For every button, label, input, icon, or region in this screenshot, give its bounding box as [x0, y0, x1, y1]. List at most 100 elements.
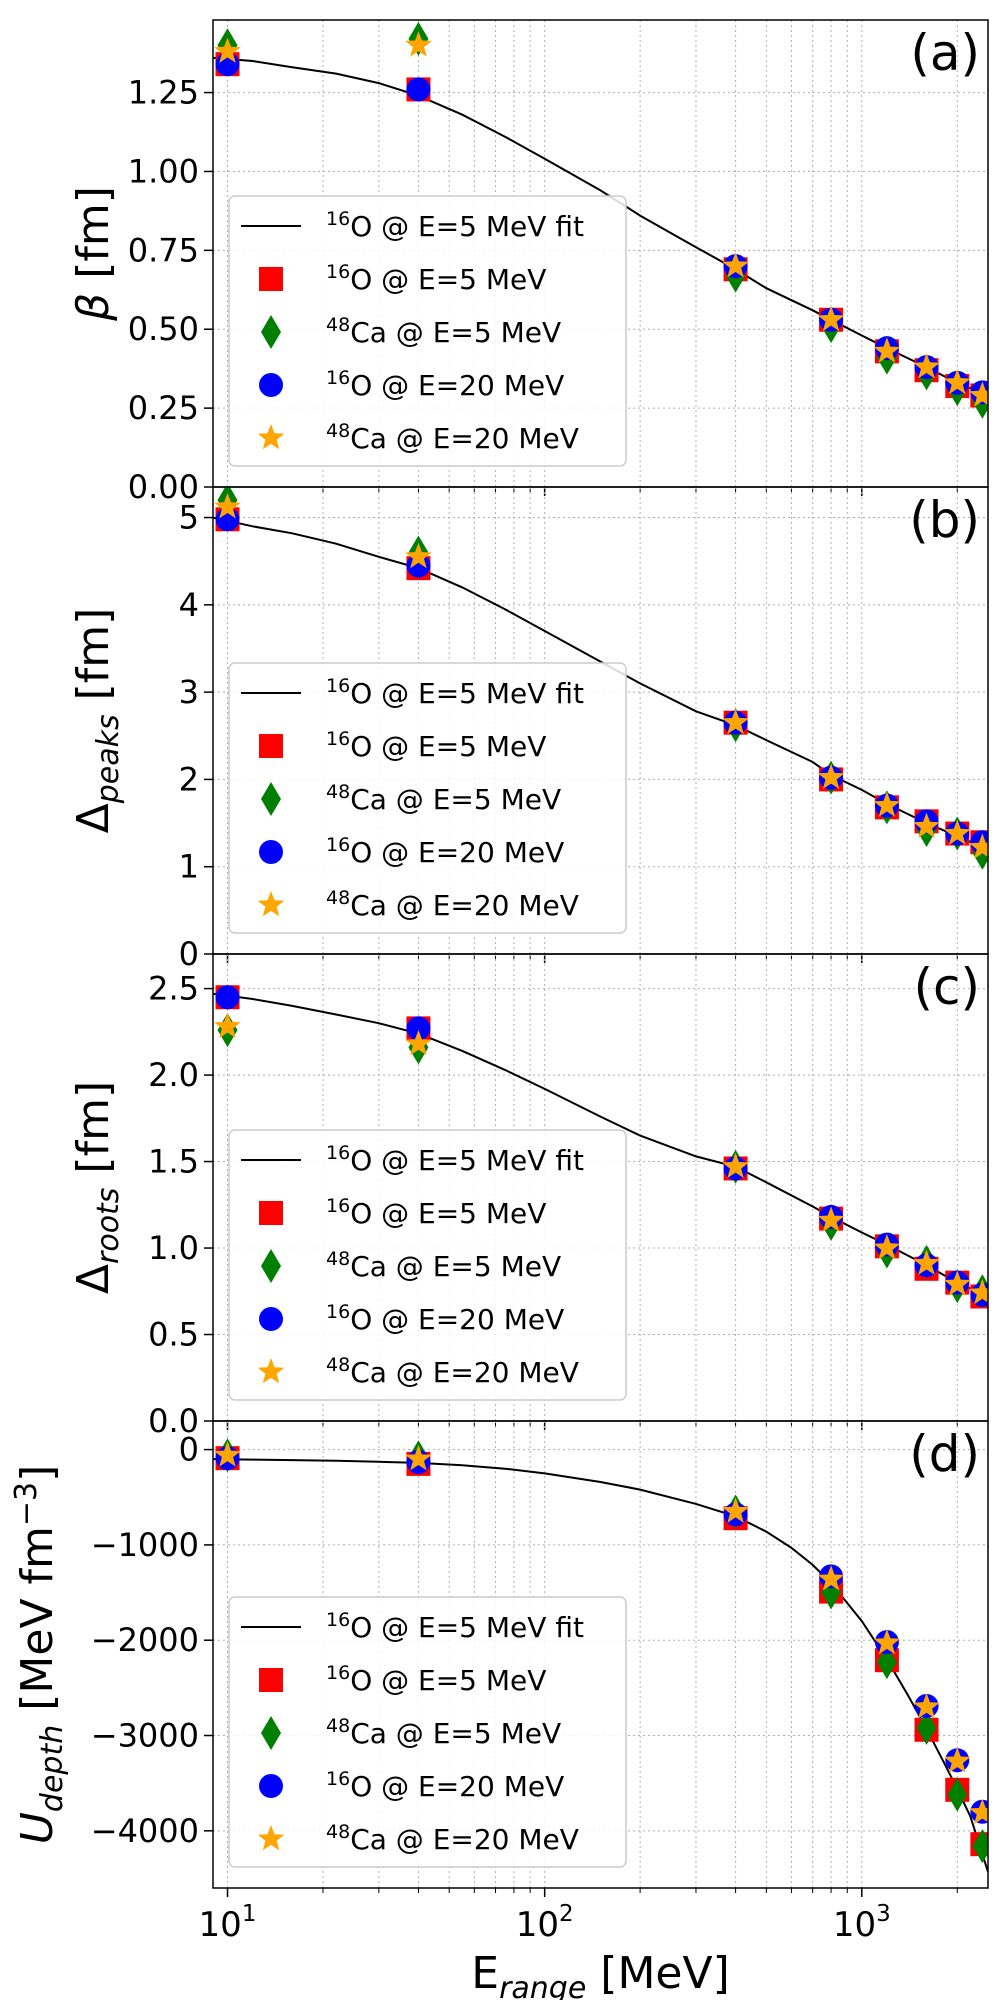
legend-marker	[257, 891, 285, 917]
data-point-ca20	[817, 763, 845, 789]
data-point-ca20	[722, 252, 749, 278]
y-axis-label: Δpeaks [fm]	[68, 608, 126, 834]
grid	[213, 1421, 988, 1888]
data-point-ca20	[722, 708, 749, 734]
data-point-ca20	[405, 1445, 432, 1471]
y-tick-label: 0.50	[128, 310, 199, 348]
legend-marker	[261, 782, 281, 816]
legend-label: 16O @ E=5 MeV	[326, 261, 546, 296]
data-point-o20	[215, 985, 240, 1010]
y-tick-label: 0.25	[128, 389, 199, 427]
legend-label: 16O @ E=5 MeV	[326, 728, 546, 763]
data-point-ca20	[969, 1279, 988, 1305]
legend: 16O @ E=5 MeV fit 16O @ E=5 MeV 48Ca @ E=5…	[228, 195, 627, 467]
data-point-ca20	[817, 305, 845, 332]
y-tick-label: 2	[179, 760, 199, 798]
x-axis: 101 102 103 Erange [MeV]	[199, 1901, 891, 2000]
data-point-ca20	[873, 791, 901, 817]
y-tick-label: 0.00	[128, 468, 199, 506]
y-tick-label: −1000	[91, 1526, 199, 1564]
legend-label: 16O @ E=5 MeV	[326, 1662, 546, 1697]
legend-label: 48Ca @ E=20 MeV	[326, 420, 579, 455]
panel-c: 0.0 0.5 1.0 1.5 2.0 2.5 Δroots [fm] (c) 16O @ E=…	[68, 953, 989, 1440]
legend-entry-o5: 16O @ E=5 MeV	[259, 261, 546, 296]
legend-marker	[259, 373, 283, 397]
y-tick-label: 0.0	[148, 1402, 199, 1440]
x-axis-label: Erange [MeV]	[471, 1948, 730, 2000]
legend-entry-o20: 16O @ E=20 MeV	[259, 367, 564, 402]
legend-marker	[261, 315, 281, 349]
data-point-ca20	[873, 1234, 901, 1260]
legend: 16O @ E=5 MeV fit 16O @ E=5 MeV 48Ca @ E=5…	[228, 662, 627, 934]
data-point-ca20	[405, 1029, 432, 1056]
data-point-ca20	[913, 812, 940, 838]
legend-entry-o20: 16O @ E=20 MeV	[259, 834, 564, 869]
data-point-ca20	[817, 1206, 845, 1232]
y-tick-label: 1.25	[128, 74, 199, 112]
legend-entry-ca20: 48Ca @ E=20 MeV	[257, 1821, 579, 1856]
data-point-ca20	[405, 542, 432, 569]
series-group	[213, 21, 988, 419]
y-axis: 0 1 2 3 4 5	[179, 499, 213, 973]
x-tick-label: 102	[516, 1901, 574, 1945]
data-point-o20	[406, 553, 431, 578]
data-point-ca20	[214, 493, 241, 519]
y-tick-label: 0	[179, 1431, 199, 1469]
legend-entry-fit: 16O @ E=5 MeV fit	[241, 675, 584, 710]
legend-label: 16O @ E=5 MeV	[326, 1195, 546, 1230]
legend-label: 16O @ E=20 MeV	[326, 1768, 564, 1803]
legend-entry-o5: 16O @ E=5 MeV	[259, 728, 546, 763]
legend-box	[228, 1129, 627, 1401]
y-tick-label: 1	[179, 848, 199, 886]
legend-marker	[261, 1249, 281, 1283]
data-point-ca20	[214, 37, 241, 63]
legend-label: 48Ca @ E=5 MeV	[326, 781, 561, 816]
panel-d: 0 −1000 −2000 −3000 −4000 Udepth [MeV fm−3] (d…	[9, 1420, 989, 1897]
legend-entry-fit: 16O @ E=5 MeV fit	[241, 208, 584, 243]
data-point-ca20	[913, 1249, 940, 1275]
panel-label: (d)	[909, 1425, 980, 1483]
y-tick-label: 1.5	[148, 1143, 199, 1181]
legend-marker	[259, 267, 283, 291]
y-axis-label: β [fm]	[68, 186, 119, 322]
legend-entry-fit: 16O @ E=5 MeV fit	[241, 1142, 584, 1177]
data-point-o20	[406, 77, 431, 102]
legend-marker	[261, 1716, 281, 1750]
data-point-ca5	[916, 1710, 937, 1745]
legend-entry-ca5: 48Ca @ E=5 MeV	[261, 1715, 561, 1750]
y-tick-label: 1.0	[148, 1229, 199, 1267]
data-point-ca5	[947, 1777, 968, 1812]
legend: 16O @ E=5 MeV fit 16O @ E=5 MeV 48Ca @ E=5…	[228, 1596, 627, 1868]
legend-label: 16O @ E=20 MeV	[326, 1301, 564, 1336]
legend-label: 16O @ E=5 MeV fit	[326, 675, 584, 710]
y-axis: 0.0 0.5 1.0 1.5 2.0 2.5	[148, 970, 213, 1440]
series-ca20	[214, 1441, 988, 1824]
legend-label: 16O @ E=5 MeV fit	[326, 208, 584, 243]
data-point-ca20	[944, 819, 971, 845]
y-axis-label: Δroots [fm]	[68, 1081, 126, 1294]
y-tick-label: 4	[179, 586, 199, 624]
legend-entry-ca5: 48Ca @ E=5 MeV	[261, 314, 561, 349]
x-tick-label: 103	[833, 1901, 891, 1945]
y-tick-label: −2000	[91, 1621, 199, 1659]
legend-label: 48Ca @ E=20 MeV	[326, 1821, 579, 1856]
legend-label: 48Ca @ E=5 MeV	[326, 314, 561, 349]
legend-label: 48Ca @ E=5 MeV	[326, 1715, 561, 1750]
data-point-ca20	[817, 1565, 845, 1591]
y-tick-label: −3000	[91, 1717, 199, 1755]
panels: 0.000.250.500.751.001.25β [fm](a)16O @ E…	[9, 19, 989, 1897]
legend-label: 48Ca @ E=5 MeV	[326, 1248, 561, 1283]
legend-entry-ca20: 48Ca @ E=20 MeV	[257, 887, 579, 922]
legend-marker	[257, 1825, 285, 1851]
data-point-ca20	[913, 353, 940, 379]
data-point-ca20	[969, 381, 988, 407]
data-point-ca20	[722, 1497, 749, 1523]
data-point-ca20	[214, 1441, 241, 1467]
legend-entry-o5: 16O @ E=5 MeV	[259, 1662, 546, 1697]
data-point-ca20	[913, 1692, 940, 1719]
y-tick-label: −4000	[91, 1812, 199, 1850]
y-tick-label: 2.5	[148, 970, 199, 1008]
series-ca20	[214, 1012, 988, 1305]
data-point-ca5	[876, 1645, 897, 1680]
